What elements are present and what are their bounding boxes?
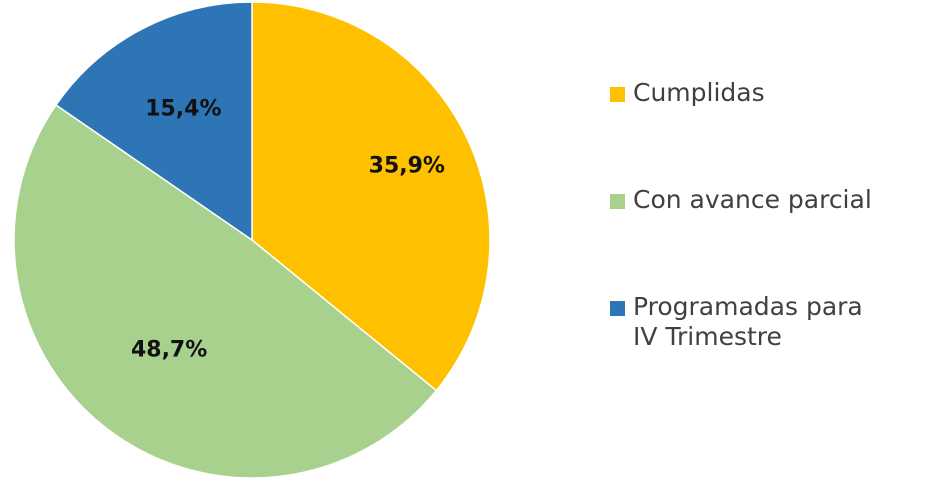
legend-item-cumplidas: Cumplidas [610,78,765,108]
data-label-cumplidas: 35,9% [369,154,445,179]
data-label-con-avance-parcial: 48,7% [131,337,207,362]
legend-label-programadas: Programadas para IV Trimestre [633,292,863,352]
legend-swatch-programadas [610,301,625,316]
legend-item-con-avance-parcial: Con avance parcial [610,185,872,215]
legend-swatch-cumplidas [610,87,625,102]
legend-item-programadas: Programadas para IV Trimestre [610,292,863,352]
data-label-programadas: 15,4% [145,96,221,121]
legend-swatch-con-avance-parcial [610,194,625,209]
legend-label-con-avance-parcial: Con avance parcial [633,185,872,215]
pie-slices [14,2,490,478]
legend-label-cumplidas: Cumplidas [633,78,765,108]
